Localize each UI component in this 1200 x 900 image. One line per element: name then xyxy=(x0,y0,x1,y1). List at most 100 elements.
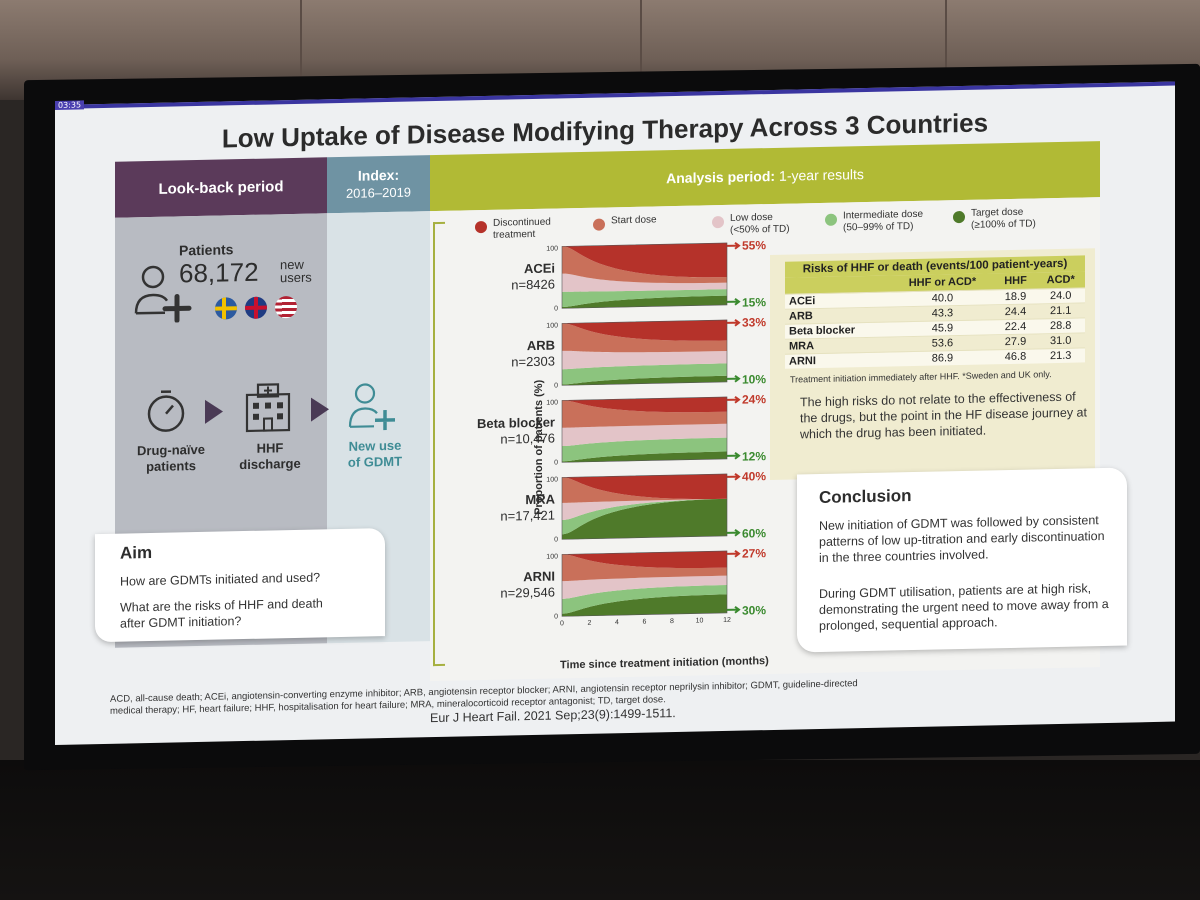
chart-band xyxy=(562,550,727,569)
x-tick: 6 xyxy=(643,619,647,626)
chart-band xyxy=(562,498,727,535)
drug-naive-line2: patients xyxy=(146,458,196,475)
y-tick: 100 xyxy=(546,322,558,329)
new-use-line1: New use xyxy=(348,437,402,454)
chart-frame xyxy=(561,473,728,540)
x-tick: 4 xyxy=(615,619,619,626)
hhf-line1: HHF xyxy=(256,440,284,456)
drug-n: n=8426 xyxy=(511,276,555,293)
conclusion-box: Conclusion New initiation of GDMT was fo… xyxy=(797,467,1127,653)
chevron-right-icon xyxy=(205,399,223,424)
table-cell: 27.9 xyxy=(994,333,1037,350)
arrow-right-icon xyxy=(727,528,741,537)
drug-n: n=29,546 xyxy=(500,584,555,601)
x-tick: 0 xyxy=(560,620,564,627)
y-tick: 0 xyxy=(554,382,558,389)
chart-band xyxy=(562,323,727,353)
discontinued-pct: 55% xyxy=(742,240,766,253)
wall-seam xyxy=(300,0,302,96)
chart-band xyxy=(562,350,727,370)
risk-table: Risks of HHF or death (events/100 patien… xyxy=(785,255,1085,369)
arrow-right-icon xyxy=(727,472,741,481)
chart-band xyxy=(562,400,727,428)
legend-item: Target dose (≥100% of TD) xyxy=(971,206,1036,231)
y-tick: 0 xyxy=(554,613,558,620)
drug-name: ACEi xyxy=(523,260,555,277)
arrow-right-icon xyxy=(727,395,741,404)
uk-flag-icon xyxy=(245,296,267,320)
drug-label: ACEi n=8426 xyxy=(450,261,555,295)
legend-item: Discontinued treatment xyxy=(493,217,551,242)
analysis-label: Analysis period: xyxy=(666,167,776,187)
chart-band xyxy=(562,554,727,582)
discontinued-pct: 24% xyxy=(742,392,766,407)
new-use-gdmt-label: New use of GDMT xyxy=(335,437,415,471)
table-cell: 28.8 xyxy=(1036,317,1085,334)
chart-band xyxy=(562,363,727,385)
arrow-right-icon xyxy=(727,374,741,383)
chart-frame xyxy=(561,550,728,617)
target-pct: 10% xyxy=(742,372,766,387)
index-band: Index: 2016–2019 xyxy=(327,155,430,214)
table-cell: 24.4 xyxy=(994,303,1037,320)
patients-title: Patients xyxy=(179,241,234,259)
target-pct: 60% xyxy=(742,526,766,541)
table-cell: 18.9 xyxy=(994,288,1037,305)
chart-band xyxy=(562,319,727,341)
chart-frame xyxy=(561,319,728,386)
country-flags xyxy=(215,295,297,320)
discontinued-pct: 33% xyxy=(742,315,766,330)
hhf-discharge-label: HHF discharge xyxy=(225,440,315,474)
conclusion-p2: During GDMT utilisation, patients are at… xyxy=(819,581,1109,633)
legend-sublabel: (≥100% of TD) xyxy=(971,218,1036,231)
arrow-right-icon xyxy=(727,549,741,558)
chart-band xyxy=(562,375,727,386)
y-axis-label: Proportion of patients (%) xyxy=(533,379,545,515)
index-title: Index: xyxy=(357,166,400,184)
y-tick: 0 xyxy=(554,536,558,543)
risk-header: ACD* xyxy=(1036,271,1085,289)
table-cell: 21.1 xyxy=(1036,302,1085,319)
hospital-icon xyxy=(245,383,291,433)
legend-label: Discontinued xyxy=(493,216,551,229)
risk-header: HHF xyxy=(994,272,1037,290)
chart-band xyxy=(562,477,727,503)
arrow-right-icon xyxy=(727,605,741,614)
aim-q1: How are GDMTs initiated and used? xyxy=(120,570,321,589)
legend-label: Start dose xyxy=(611,214,657,227)
table-cell: 21.3 xyxy=(1036,347,1085,364)
discontinued-pct: 40% xyxy=(742,469,766,484)
x-tick: 10 xyxy=(696,617,704,624)
chart-band xyxy=(562,289,727,308)
us-flag-icon xyxy=(275,295,297,319)
patients-count: 68,172 xyxy=(179,256,259,289)
target-pct: 30% xyxy=(742,603,766,618)
x-tick: 8 xyxy=(670,618,674,625)
legend-sublabel: (<50% of TD) xyxy=(730,223,790,236)
legend-sublabel: treatment xyxy=(493,228,536,241)
new-users-label: new users xyxy=(280,257,312,285)
lookback-band: Look-back period xyxy=(115,157,327,218)
conclusion-p1: New initiation of GDMT was followed by c… xyxy=(819,513,1105,565)
legend-item: Start dose xyxy=(611,214,657,227)
target-pct: 12% xyxy=(742,449,766,464)
y-tick: 0 xyxy=(554,459,558,466)
chart-frame xyxy=(561,396,728,463)
slide: 03:35 Low Uptake of Disease Modifying Th… xyxy=(55,81,1175,745)
legend-item: Intermediate dose (50–99% of TD) xyxy=(843,209,923,235)
analysis-sub: 1-year results xyxy=(779,166,864,184)
aim-box: Aim How are GDMTs initiated and used? Wh… xyxy=(95,528,385,643)
chart-band xyxy=(562,575,727,599)
new-use-line2: of GDMT xyxy=(347,453,403,470)
add-user-icon xyxy=(348,383,395,431)
row-label: ARNI xyxy=(785,352,891,369)
y-tick: 100 xyxy=(546,399,558,406)
table-cell: 86.9 xyxy=(890,349,995,367)
chart-frame xyxy=(561,242,728,309)
y-tick: 100 xyxy=(546,245,558,252)
legend-item: Low dose (<50% of TD) xyxy=(730,212,790,237)
arrow-right-icon xyxy=(727,318,741,327)
chart-band xyxy=(562,295,727,309)
stopwatch-icon xyxy=(147,390,185,432)
chart-band xyxy=(562,396,727,413)
